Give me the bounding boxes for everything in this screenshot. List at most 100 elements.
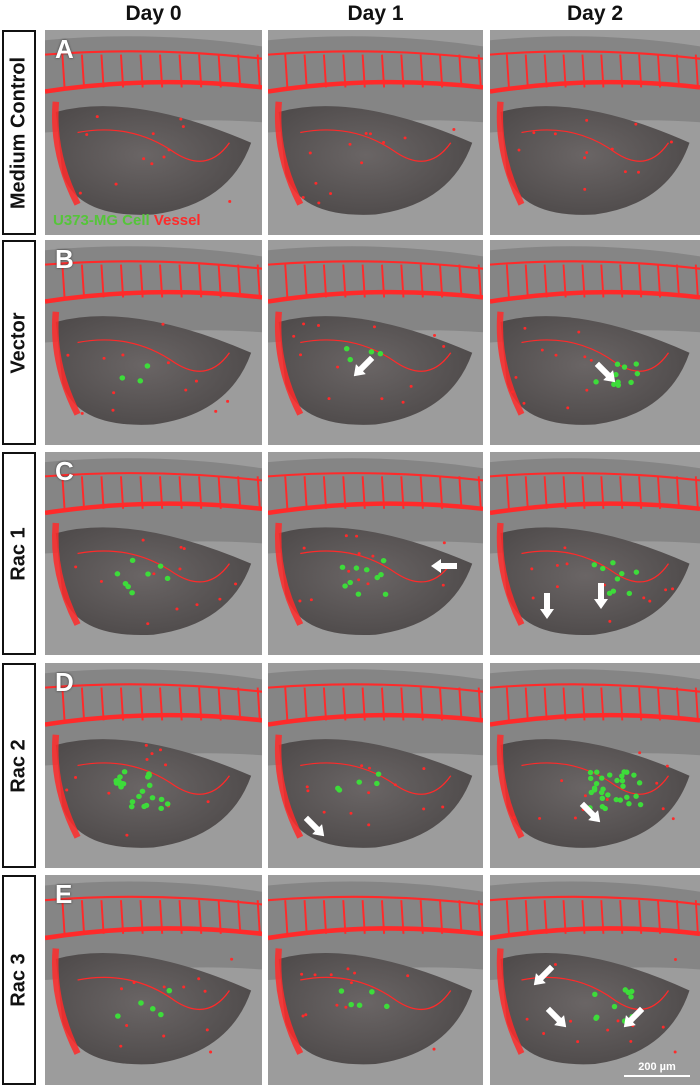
micrograph-panel-c-day0: C [45,452,262,655]
row-label-text: Rac 1 [7,526,30,581]
tumor-cell-mark [348,1001,354,1008]
tumor-cell-mark [614,777,620,784]
tumor-cell-mark [624,794,630,800]
tumor-cell-mark [149,795,156,801]
micrograph-panel-a-day2 [490,30,700,235]
tumor-cell-mark [343,346,350,352]
tumor-cell-mark [374,780,380,787]
tumor-cell-mark [634,370,641,377]
tumor-cell-mark [129,557,136,564]
tumor-cell-mark [380,558,387,564]
scale-bar-label: 200 µm [638,1061,676,1073]
tumor-cell-mark [383,1003,390,1010]
tumor-cell-mark [158,805,165,812]
tumor-cell-mark [145,571,151,577]
tumor-cell-mark [599,795,606,801]
tumor-cell-mark [356,779,363,785]
tumor-cell-mark [353,565,360,571]
arrow-icon [619,1004,647,1032]
tumor-cell-mark [615,382,622,388]
row-label-b: Vector [2,240,36,445]
tumor-cell-mark [587,769,594,776]
tumor-cell-mark [342,583,348,589]
tumor-cell-mark [158,1011,164,1018]
tumor-cell-mark [138,1000,144,1006]
tumor-cell-mark [614,361,621,367]
tumor-cell-mark [128,803,135,810]
tumor-cell-mark [605,792,611,798]
micrograph-panel-d-day2 [490,663,700,868]
tumor-cell-mark [587,775,594,782]
tumor-cell-mark [157,563,164,569]
tumor-cell-mark [619,778,626,784]
row-label-d: Rac 2 [2,663,36,868]
row-label-c: Rac 1 [2,452,36,655]
tumor-cell-mark [600,786,606,792]
tumor-cell-mark [363,567,370,573]
tumor-cell-mark [141,803,147,810]
micrograph-panel-a-day1 [268,30,483,235]
tumor-cell-mark [636,780,643,786]
tumor-cell-mark [121,769,128,775]
panel-letter: D [55,667,74,697]
micrograph-panel-d-day0: D [45,663,262,868]
tumor-cell-mark [356,1002,363,1008]
tumor-cell-mark [125,583,131,590]
tumor-cell-mark [624,769,630,775]
tumor-cell-mark [626,801,632,807]
tumor-cell-mark [139,788,146,794]
color-legend: U373-MG Cell Vessel [53,212,201,229]
arrow-icon [539,593,554,620]
arrow-icon [543,1004,571,1032]
micrograph-panel-d-day1 [268,663,483,868]
tumor-cell-mark [378,572,384,578]
row-label-e: Rac 3 [2,875,36,1085]
tumor-cell-mark [144,363,151,369]
tumor-cell-mark [164,801,171,807]
tumor-cell-mark [355,591,362,597]
row-label-text: Rac 3 [7,953,30,1007]
tumor-cell-mark [611,381,617,387]
tumor-cell-mark [610,588,617,594]
tumor-cell-mark [591,562,598,568]
arrow-icon [348,353,376,381]
tumor-cell-mark [619,773,625,779]
tumor-cell-mark [588,789,595,796]
tumor-cell-mark [129,590,135,596]
tumor-cell-mark [599,775,605,781]
tumor-cell-mark [611,1003,618,1010]
tumor-cell-mark [347,356,354,363]
row-label-text: Medium Control [7,56,30,209]
tumor-cell-mark [628,379,634,386]
legend-cell: U373-MG Cell [53,212,150,229]
arrow-icon [577,798,605,826]
micrograph-panel-e-day1 [268,875,483,1085]
tumor-cell-mark [617,797,624,803]
tumor-cell-mark [637,801,644,808]
column-header-day-1: Day 1 [347,2,404,25]
tumor-cell-mark [158,796,165,803]
tumor-cell-mark [613,371,619,378]
column-header-day-2: Day 2 [566,2,624,25]
tumor-cell-mark [347,579,354,586]
tumor-cell-mark [136,793,142,800]
arrow-icon [431,558,458,573]
arrow-icon [591,359,619,387]
tumor-cell-mark [592,991,598,998]
tumor-cell-mark [115,1013,121,1019]
tumor-cell-mark [164,575,171,582]
tumor-cell-mark [338,988,345,994]
tumor-cell-mark [146,782,153,788]
arrow-icon [594,583,609,610]
row-label-text: Vector [7,311,30,374]
tumor-cell-mark [117,774,123,780]
tumor-cell-mark [619,570,625,577]
tumor-cell-mark [602,805,608,812]
tumor-cell-mark [593,780,600,787]
tumor-cell-mark [594,1014,600,1020]
tumor-cell-mark [145,774,151,780]
tumor-cell-mark [166,987,173,994]
micrograph-panel-a-day0: A U373-MG Cell Vessel [45,30,262,235]
micrograph-panel-c-day2 [490,452,700,655]
tumor-cell-mark [377,351,384,357]
